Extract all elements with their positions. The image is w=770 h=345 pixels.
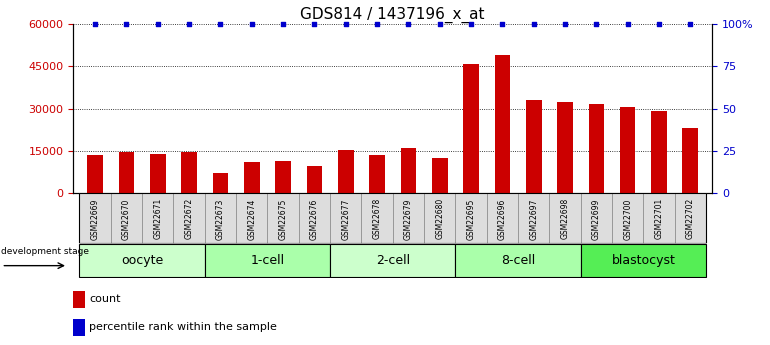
Text: oocyte: oocyte <box>121 254 163 267</box>
Text: GSM22695: GSM22695 <box>467 198 476 239</box>
FancyBboxPatch shape <box>455 193 487 243</box>
Text: GSM22701: GSM22701 <box>654 198 664 239</box>
Bar <box>526 100 541 193</box>
FancyBboxPatch shape <box>205 193 236 243</box>
Bar <box>557 102 573 193</box>
FancyBboxPatch shape <box>299 193 330 243</box>
Bar <box>400 148 417 193</box>
FancyBboxPatch shape <box>236 193 267 243</box>
Bar <box>213 174 228 193</box>
FancyBboxPatch shape <box>330 193 361 243</box>
FancyBboxPatch shape <box>581 244 706 277</box>
Bar <box>306 166 322 193</box>
Point <box>340 21 352 27</box>
FancyBboxPatch shape <box>549 193 581 243</box>
Point <box>120 21 132 27</box>
Bar <box>682 128 698 193</box>
Bar <box>275 161 291 193</box>
Bar <box>181 152 197 193</box>
FancyBboxPatch shape <box>487 193 518 243</box>
Bar <box>588 105 604 193</box>
Bar <box>651 111 667 193</box>
Title: GDS814 / 1437196_x_at: GDS814 / 1437196_x_at <box>300 7 485 23</box>
Bar <box>87 155 103 193</box>
Point <box>527 21 540 27</box>
Point <box>653 21 665 27</box>
Text: GSM22669: GSM22669 <box>91 198 99 239</box>
Bar <box>73 290 85 308</box>
Text: GSM22676: GSM22676 <box>310 198 319 239</box>
Point <box>308 21 320 27</box>
Text: GSM22672: GSM22672 <box>185 198 193 239</box>
Point <box>152 21 164 27</box>
Text: GSM22670: GSM22670 <box>122 198 131 239</box>
Text: count: count <box>89 294 121 304</box>
FancyBboxPatch shape <box>205 244 330 277</box>
FancyBboxPatch shape <box>79 244 205 277</box>
Text: GSM22675: GSM22675 <box>279 198 287 239</box>
Text: GSM22700: GSM22700 <box>623 198 632 239</box>
Bar <box>464 63 479 193</box>
Point <box>590 21 602 27</box>
Point <box>621 21 634 27</box>
FancyBboxPatch shape <box>111 193 142 243</box>
FancyBboxPatch shape <box>330 244 455 277</box>
Point <box>89 21 101 27</box>
Text: GSM22696: GSM22696 <box>498 198 507 239</box>
Text: 8-cell: 8-cell <box>501 254 535 267</box>
Text: blastocyst: blastocyst <box>611 254 675 267</box>
Bar <box>338 149 353 193</box>
Text: GSM22671: GSM22671 <box>153 198 162 239</box>
Text: percentile rank within the sample: percentile rank within the sample <box>89 323 277 333</box>
FancyBboxPatch shape <box>643 193 675 243</box>
FancyBboxPatch shape <box>361 193 393 243</box>
Bar <box>369 155 385 193</box>
Bar <box>620 107 635 193</box>
Text: GSM22679: GSM22679 <box>403 198 413 239</box>
Text: GSM22680: GSM22680 <box>435 198 444 239</box>
Point <box>465 21 477 27</box>
Text: GSM22698: GSM22698 <box>561 198 570 239</box>
Text: GSM22673: GSM22673 <box>216 198 225 239</box>
Point <box>277 21 290 27</box>
FancyBboxPatch shape <box>612 193 643 243</box>
Point <box>559 21 571 27</box>
Point <box>214 21 226 27</box>
Bar <box>244 162 259 193</box>
FancyBboxPatch shape <box>518 193 549 243</box>
FancyBboxPatch shape <box>173 193 205 243</box>
Point <box>183 21 196 27</box>
Point <box>371 21 383 27</box>
Text: GSM22677: GSM22677 <box>341 198 350 239</box>
Text: GSM22699: GSM22699 <box>592 198 601 239</box>
Bar <box>150 154 166 193</box>
Bar <box>432 158 447 193</box>
FancyBboxPatch shape <box>675 193 706 243</box>
FancyBboxPatch shape <box>581 193 612 243</box>
Bar <box>494 55 511 193</box>
Point <box>496 21 508 27</box>
FancyBboxPatch shape <box>455 244 581 277</box>
Text: 1-cell: 1-cell <box>250 254 284 267</box>
Text: GSM22678: GSM22678 <box>373 198 382 239</box>
FancyBboxPatch shape <box>142 193 173 243</box>
Text: GSM22702: GSM22702 <box>686 198 695 239</box>
Point <box>434 21 446 27</box>
FancyBboxPatch shape <box>267 193 299 243</box>
FancyBboxPatch shape <box>79 193 111 243</box>
FancyBboxPatch shape <box>393 193 424 243</box>
Text: 2-cell: 2-cell <box>376 254 410 267</box>
Point <box>246 21 258 27</box>
Text: GSM22697: GSM22697 <box>529 198 538 239</box>
Point <box>685 21 697 27</box>
Bar <box>119 152 134 193</box>
Text: development stage: development stage <box>2 247 89 256</box>
Point <box>402 21 414 27</box>
FancyBboxPatch shape <box>424 193 455 243</box>
Bar <box>73 319 85 336</box>
Text: GSM22674: GSM22674 <box>247 198 256 239</box>
